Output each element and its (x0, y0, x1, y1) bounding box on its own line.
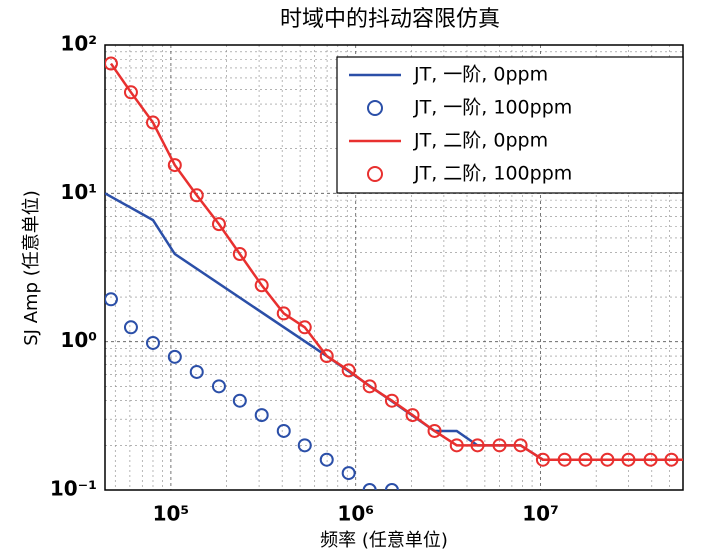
data-point (492, 438, 507, 453)
y-tick-label: 10⁰ (60, 328, 97, 352)
data-point (535, 452, 550, 467)
data-point (600, 452, 615, 467)
data-point (297, 320, 312, 335)
data-point (427, 423, 442, 438)
data-point (449, 438, 464, 453)
data-point (211, 379, 226, 394)
x-tick-label: 10⁶ (337, 502, 374, 526)
data-point (211, 217, 226, 232)
data-point (276, 306, 291, 321)
data-point (470, 438, 485, 453)
chart-title: 时域中的抖动容限仿真 (280, 7, 500, 32)
data-point (362, 483, 377, 490)
data-point (232, 246, 247, 261)
plot-area (105, 56, 683, 490)
y-tick-label: 10¹ (60, 180, 97, 204)
data-point (513, 438, 528, 453)
data-point (341, 363, 356, 378)
data-point (557, 452, 572, 467)
data-point (384, 483, 399, 490)
data-point (319, 452, 334, 467)
data-point (405, 408, 420, 423)
data-point (362, 379, 377, 394)
data-point (105, 56, 118, 71)
plot-frame (104, 44, 684, 491)
y-tick-label: 10⁻¹ (50, 477, 97, 501)
legend-box (336, 56, 684, 194)
x-tick-label: 10⁷ (522, 502, 559, 526)
data-point (621, 452, 636, 467)
y-tick-label: 10² (60, 32, 97, 56)
data-point (167, 349, 182, 364)
series-line (109, 62, 683, 461)
data-point (232, 393, 247, 408)
data-point (145, 115, 160, 130)
data-point (254, 408, 269, 423)
data-point (254, 278, 269, 293)
data-point (123, 85, 138, 100)
legend-marker (367, 100, 383, 116)
legend-label: JT, 二阶, 100ppm (413, 163, 572, 185)
data-point (297, 438, 312, 453)
legend-label: JT, 一阶, 0ppm (413, 64, 548, 86)
data-point (319, 349, 334, 364)
data-point (664, 452, 679, 467)
data-point (276, 423, 291, 438)
data-point (189, 188, 204, 203)
legend-marker (367, 166, 383, 182)
legend-label: JT, 二阶, 0ppm (413, 130, 548, 152)
data-point (167, 158, 182, 173)
data-point (123, 320, 138, 335)
data-point (643, 452, 658, 467)
y-axis-label: SJ Amp (任意单位) (21, 190, 42, 346)
data-point (384, 393, 399, 408)
data-point (145, 335, 160, 350)
data-point (341, 466, 356, 481)
data-point (189, 364, 204, 379)
x-tick-label: 10⁵ (153, 502, 190, 526)
legend-label: JT, 一阶, 100ppm (413, 97, 572, 119)
data-point (105, 292, 118, 307)
x-axis-label: 频率 (任意单位) (320, 530, 448, 551)
data-point (578, 452, 593, 467)
